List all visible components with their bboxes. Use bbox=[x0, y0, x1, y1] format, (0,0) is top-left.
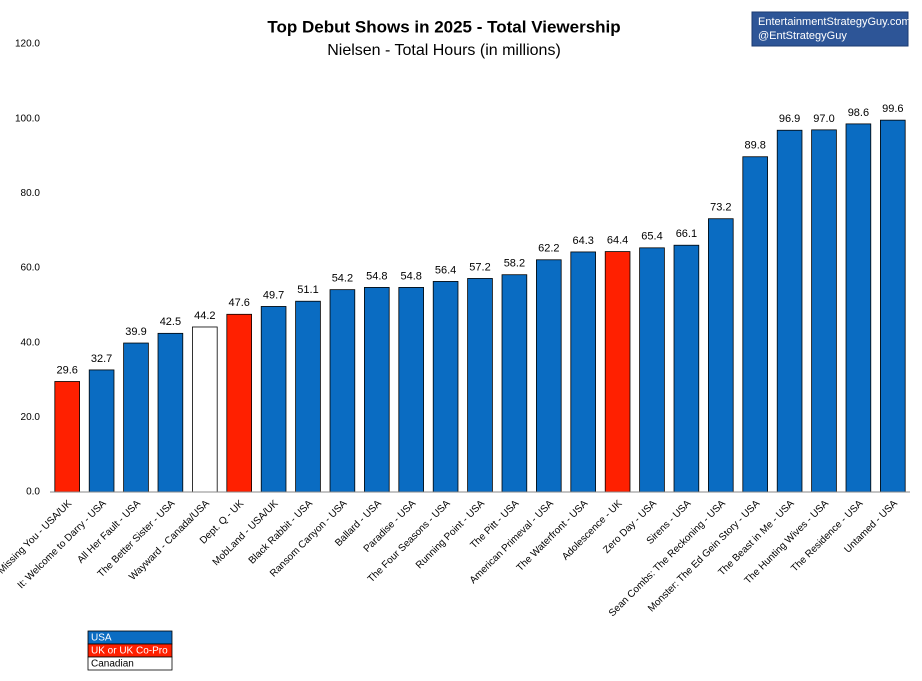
bar bbox=[295, 300, 321, 493]
value-label: 32.7 bbox=[91, 353, 112, 365]
y-tick-label: 0.0 bbox=[26, 487, 40, 498]
value-label: 96.9 bbox=[779, 113, 800, 125]
y-tick-label: 100.0 bbox=[15, 113, 40, 124]
bar bbox=[467, 278, 493, 493]
chart-subtitle: Nielsen - Total Hours (in millions) bbox=[327, 42, 561, 59]
bar bbox=[192, 326, 218, 493]
bar bbox=[570, 251, 596, 493]
bar bbox=[708, 218, 734, 493]
value-label: 54.2 bbox=[332, 273, 353, 285]
value-label: 47.6 bbox=[228, 297, 249, 309]
bar bbox=[501, 274, 528, 493]
value-label: 56.4 bbox=[435, 264, 456, 276]
value-label: 98.6 bbox=[848, 107, 869, 119]
bar bbox=[673, 244, 700, 493]
value-label: 66.1 bbox=[676, 228, 697, 240]
bar bbox=[226, 313, 252, 493]
value-label: 89.8 bbox=[744, 140, 765, 152]
bar bbox=[123, 342, 149, 493]
x-tick-label: All Her Fault - USA bbox=[75, 498, 143, 566]
bar bbox=[536, 259, 562, 493]
value-label: 54.8 bbox=[400, 270, 421, 282]
bar bbox=[639, 247, 665, 493]
bar bbox=[742, 156, 768, 493]
bar bbox=[604, 251, 631, 493]
bar bbox=[845, 123, 872, 493]
value-label: 57.2 bbox=[469, 261, 490, 273]
bar bbox=[88, 369, 115, 493]
bar bbox=[364, 287, 390, 493]
bar bbox=[54, 381, 80, 493]
x-tick-label: MobLand - USA/UK bbox=[211, 498, 281, 568]
source-text: @EntStrategyGuy bbox=[758, 30, 847, 42]
bar bbox=[260, 306, 287, 493]
value-label: 44.2 bbox=[194, 310, 215, 322]
value-label: 73.2 bbox=[710, 202, 731, 214]
value-label: 39.9 bbox=[125, 326, 146, 338]
y-tick-label: 60.0 bbox=[21, 263, 41, 274]
source-box bbox=[751, 11, 909, 47]
legend-label: USA bbox=[91, 633, 112, 644]
x-tick-label: Adolescence - UK bbox=[560, 498, 625, 563]
bar bbox=[329, 289, 356, 493]
y-tick-label: 80.0 bbox=[21, 188, 41, 199]
value-label: 97.0 bbox=[813, 113, 834, 125]
bar bbox=[432, 281, 459, 493]
value-label: 51.1 bbox=[297, 284, 318, 296]
legend-label: UK or UK Co-Pro bbox=[91, 646, 168, 657]
value-label: 54.8 bbox=[366, 270, 387, 282]
value-label: 99.6 bbox=[882, 103, 903, 115]
value-label: 49.7 bbox=[263, 289, 284, 301]
value-label: 62.2 bbox=[538, 243, 559, 255]
bar bbox=[776, 129, 803, 493]
bar bbox=[398, 287, 424, 493]
bar bbox=[880, 119, 906, 493]
value-label: 65.4 bbox=[641, 231, 662, 243]
value-label: 29.6 bbox=[56, 364, 77, 376]
chart-title: Top Debut Shows in 2025 - Total Viewersh… bbox=[267, 17, 620, 36]
x-tick-label: Black Rabbit - USA bbox=[247, 498, 316, 567]
bar bbox=[811, 129, 837, 493]
value-label: 58.2 bbox=[504, 258, 525, 270]
y-tick-label: 20.0 bbox=[21, 412, 41, 423]
bar bbox=[157, 332, 184, 493]
legend-swatch bbox=[87, 656, 173, 671]
y-tick-label: 120.0 bbox=[15, 39, 40, 50]
value-label: 64.3 bbox=[572, 235, 593, 247]
y-tick-label: 40.0 bbox=[21, 337, 41, 348]
value-label: 64.4 bbox=[607, 234, 628, 246]
source-text: EntertainmentStrategyGuy.com bbox=[758, 16, 911, 28]
legend-label: Canadian bbox=[91, 659, 134, 670]
value-label: 42.5 bbox=[160, 316, 181, 328]
